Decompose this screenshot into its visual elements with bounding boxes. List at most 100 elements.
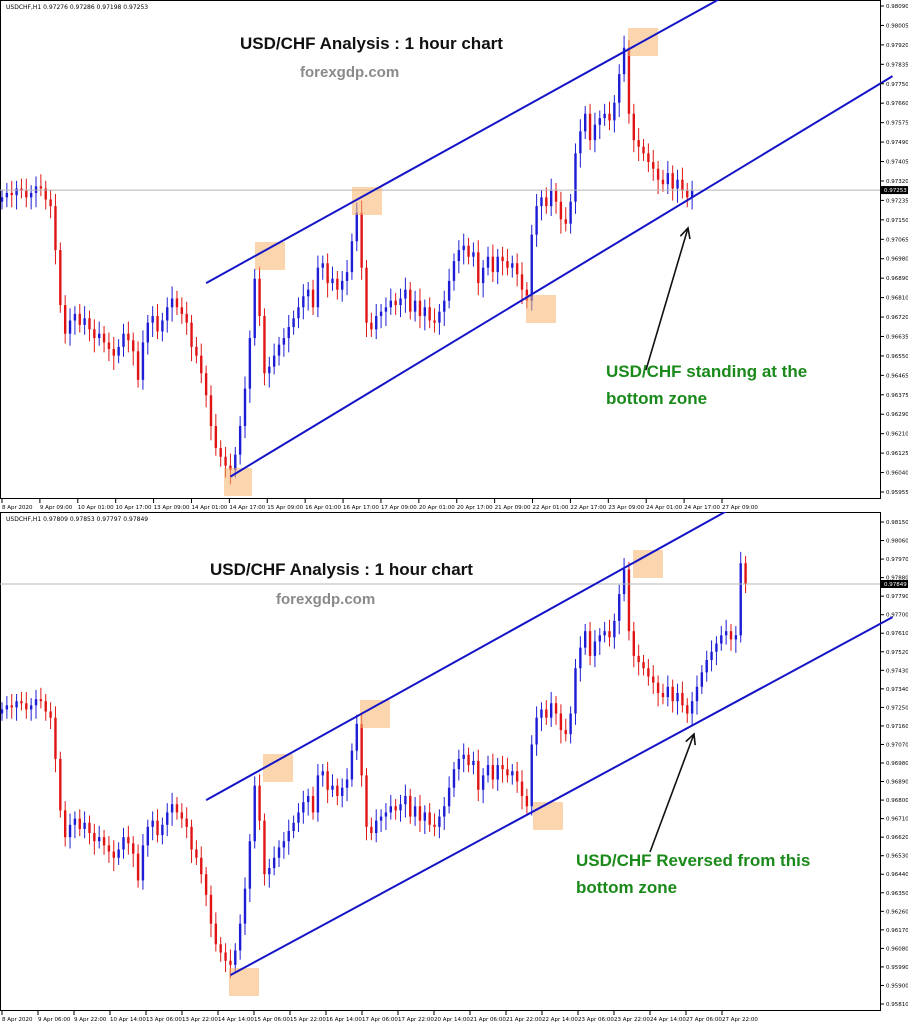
candle-body xyxy=(29,192,33,198)
y-tick-label: 0.96465 xyxy=(886,373,908,379)
y-tick-label: 0.96620 xyxy=(886,835,908,841)
candle-body xyxy=(608,631,611,638)
annotation-arrow xyxy=(645,226,691,371)
candle-body xyxy=(598,635,601,642)
candle-body xyxy=(656,168,660,180)
candle-body xyxy=(161,824,164,836)
highlight-zone xyxy=(255,242,285,270)
candle-body xyxy=(462,245,465,251)
x-tick-label: 27 Apr 22:00 xyxy=(722,1017,758,1023)
candle-body xyxy=(277,344,281,356)
candle-body xyxy=(360,723,363,776)
candle-body xyxy=(258,278,261,317)
highlight-zone xyxy=(533,802,563,830)
y-tick-label: 0.96810 xyxy=(886,296,908,302)
current-price-box xyxy=(881,186,908,195)
annotation-line-1: USD/CHF standing at the xyxy=(606,362,807,381)
y-tick-label: 0.96890 xyxy=(886,780,908,786)
candle-body xyxy=(248,841,252,889)
candle-body xyxy=(447,787,451,807)
candle-body xyxy=(666,686,670,698)
y-tick-label: 0.97700 xyxy=(886,613,908,619)
candle-body xyxy=(511,263,514,268)
candle-body xyxy=(185,313,188,323)
candle-body xyxy=(25,190,28,198)
y-tick-label: 0.97320 xyxy=(886,179,908,185)
candle-body xyxy=(409,795,412,817)
candle-body xyxy=(180,307,184,314)
candle-body xyxy=(292,318,295,328)
candle-body xyxy=(345,779,349,788)
x-tick-label: 10 Apr 14:00 xyxy=(110,1017,146,1023)
y-tick-label: 0.97160 xyxy=(886,724,908,730)
candle-body xyxy=(29,705,33,710)
candle-body xyxy=(336,785,339,796)
candle-body xyxy=(472,252,475,257)
candle-body xyxy=(151,820,154,827)
highlight-zones xyxy=(224,28,658,496)
highlight-zones xyxy=(229,550,663,996)
candle-body xyxy=(379,816,383,821)
x-tick-label: 21 Apr 06:00 xyxy=(470,1017,506,1023)
candle-body xyxy=(530,234,533,301)
x-axis: 8 Apr 2020 9 Apr 06:00 9 Apr 22:00 10 Apr 1… xyxy=(1,1011,758,1023)
candle-body xyxy=(44,701,47,712)
x-tick-label: 17 Apr 06:00 xyxy=(362,1017,398,1023)
x-tick-label: 22 Apr 01:00 xyxy=(533,505,569,511)
arrow-head xyxy=(685,732,696,746)
x-tick-label: 17 Apr 09:00 xyxy=(381,505,417,511)
x-tick-label: 8 Apr 2020 xyxy=(2,505,33,511)
candle-body xyxy=(54,717,57,759)
x-tick-label: 23 Apr 22:00 xyxy=(614,1017,650,1023)
candle-body xyxy=(83,318,86,325)
candle-body xyxy=(204,373,208,396)
y-tick-label: 0.96710 xyxy=(886,817,908,823)
candle-body xyxy=(443,806,446,817)
candle-body xyxy=(136,351,140,380)
candle-body xyxy=(603,631,606,636)
y-tick-label: 0.96530 xyxy=(886,854,908,860)
candle-body xyxy=(457,250,461,262)
candle-body xyxy=(661,179,665,185)
chart-subtitle: forexgdp.com xyxy=(276,591,375,608)
candle-body xyxy=(214,426,218,449)
candle-body xyxy=(253,278,256,339)
y-tick-label: 0.96800 xyxy=(886,798,908,804)
candle-body xyxy=(588,113,592,141)
x-tick-label: 14 Apr 14:00 xyxy=(218,1017,254,1023)
candle-body xyxy=(306,289,310,297)
plot-frame xyxy=(0,512,881,1011)
x-tick-label: 13 Apr 09:00 xyxy=(154,505,190,511)
x-tick-label: 8 Apr 2020 xyxy=(2,1017,33,1023)
candle-body xyxy=(175,298,179,308)
candle-body xyxy=(214,923,218,945)
candle-body xyxy=(258,785,261,821)
candle-body xyxy=(501,256,504,262)
candle-body xyxy=(370,826,373,834)
candle-body xyxy=(496,765,499,780)
candle-body xyxy=(326,263,329,284)
highlight-zone xyxy=(352,187,382,215)
y-axis: 0.98150 0.98060 0.97970 0.97880 0.97790 0.977… xyxy=(880,520,908,1008)
chart-subtitle: forexgdp.com xyxy=(300,64,399,81)
chart-panel-bottom: 0.98150 0.98060 0.97970 0.97880 0.97790 0.977… xyxy=(0,512,908,1024)
candle-body xyxy=(413,806,417,817)
candle-body xyxy=(141,845,145,881)
candle-body xyxy=(535,717,538,745)
candle-body xyxy=(238,426,242,455)
candle-body xyxy=(336,278,339,290)
candle-body xyxy=(729,631,733,640)
candle-body xyxy=(253,785,256,842)
y-tick-label: 0.98060 xyxy=(886,539,908,545)
x-tick-label: 20 Apr 01:00 xyxy=(419,505,455,511)
candle-body xyxy=(132,843,135,854)
x-tick-label: 9 Apr 22:00 xyxy=(74,1017,107,1023)
y-tick-label: 0.96260 xyxy=(886,909,908,915)
y-tick-label: 0.96635 xyxy=(886,334,908,340)
x-tick-label: 21 Apr 09:00 xyxy=(495,505,531,511)
plot-frame xyxy=(0,0,881,499)
candle-body xyxy=(170,804,174,813)
x-tick-label: 23 Apr 06:00 xyxy=(578,1017,614,1023)
candle-body xyxy=(321,771,324,776)
candle-body xyxy=(141,342,145,380)
